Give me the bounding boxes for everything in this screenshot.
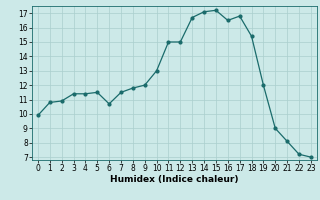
X-axis label: Humidex (Indice chaleur): Humidex (Indice chaleur) <box>110 175 239 184</box>
